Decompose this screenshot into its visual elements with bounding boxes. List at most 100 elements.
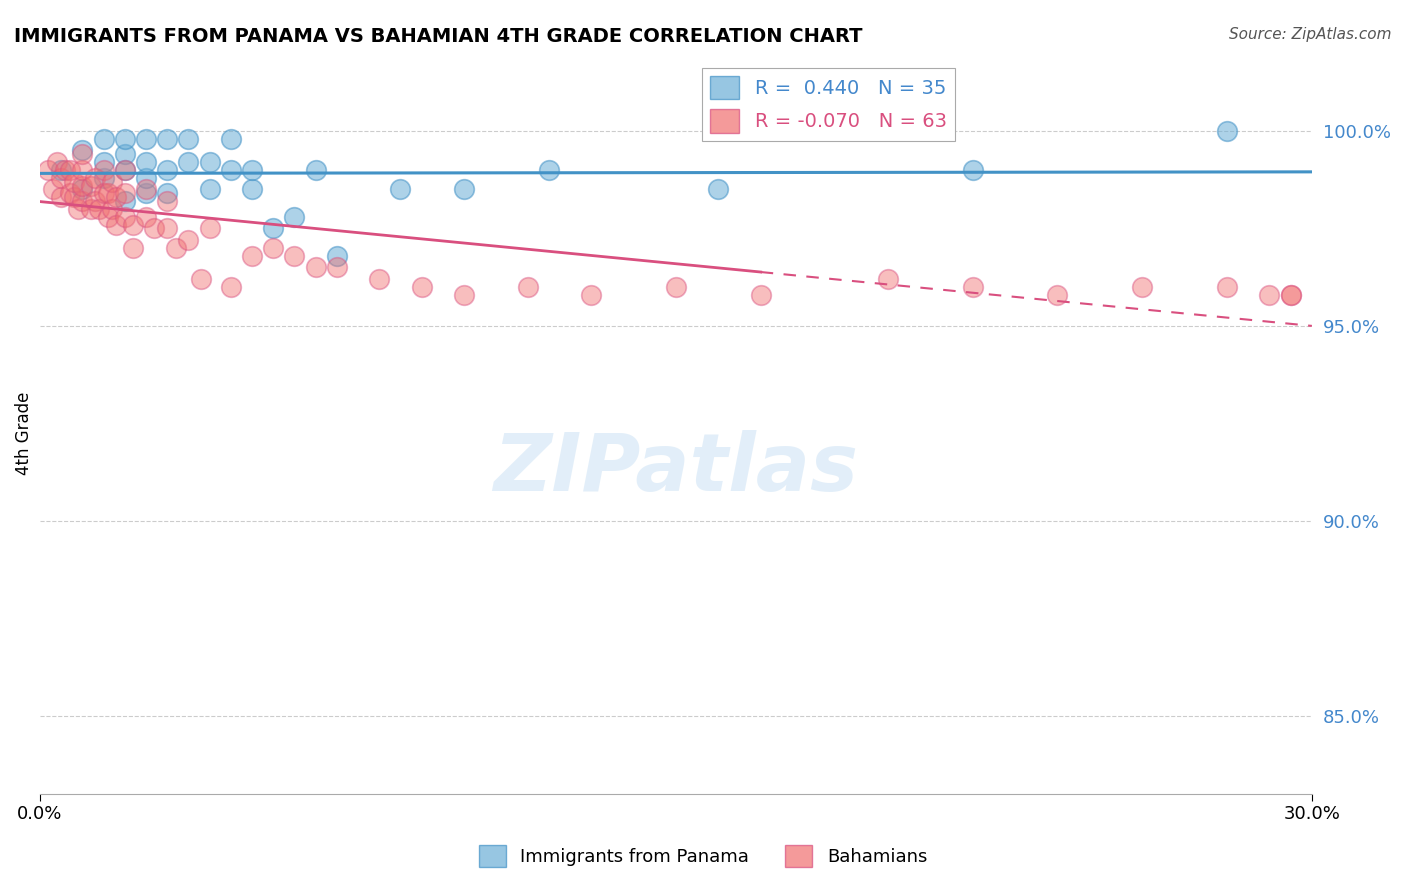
Point (283, 210, 305, 224)
Point (262, 221, 284, 235)
Point (156, 186, 179, 201)
Point (368, 272, 391, 286)
Point (177, 132, 200, 146)
Point (389, 182, 412, 196)
Point (156, 163, 179, 178)
Point (101, 175, 124, 189)
Point (240, 249, 263, 263)
Point (105, 218, 128, 232)
Point (114, 210, 136, 224)
Point (72, 178, 94, 193)
Point (198, 155, 221, 169)
Point (240, 182, 263, 196)
Point (72, 194, 94, 209)
Point (665, 280, 688, 294)
Point (80, 178, 103, 193)
Point (59, 163, 82, 178)
Point (93, 163, 115, 178)
Point (453, 287, 475, 301)
Point (579, 287, 602, 301)
Point (114, 163, 136, 178)
Point (156, 194, 179, 209)
Point (962, 280, 984, 294)
Point (262, 241, 284, 255)
Point (122, 241, 145, 255)
Point (72, 182, 94, 196)
Legend: R =  0.440   N = 35, R = -0.070   N = 63: R = 0.440 N = 35, R = -0.070 N = 63 (703, 68, 955, 141)
Legend: Immigrants from Panama, Bahamians: Immigrants from Panama, Bahamians (471, 838, 935, 874)
Point (177, 233, 200, 247)
Point (49, 170, 72, 185)
Text: IMMIGRANTS FROM PANAMA VS BAHAMIAN 4TH GRADE CORRELATION CHART: IMMIGRANTS FROM PANAMA VS BAHAMIAN 4TH G… (14, 27, 862, 45)
Point (135, 155, 157, 169)
Point (219, 132, 242, 146)
Point (1216, 124, 1239, 138)
Point (325, 249, 347, 263)
Point (1046, 287, 1069, 301)
Point (219, 163, 242, 178)
Point (135, 182, 157, 196)
Point (304, 163, 326, 178)
Point (165, 241, 187, 255)
Point (135, 170, 157, 185)
Point (114, 186, 136, 201)
Point (177, 155, 200, 169)
Point (1258, 287, 1281, 301)
Point (49, 190, 72, 204)
Text: Source: ZipAtlas.com: Source: ZipAtlas.com (1229, 27, 1392, 42)
Point (105, 190, 128, 204)
Point (45, 155, 67, 169)
Point (93, 132, 115, 146)
Point (114, 147, 136, 161)
Point (101, 202, 124, 216)
Point (1130, 280, 1153, 294)
Point (55, 163, 77, 178)
Point (877, 272, 900, 286)
Point (97, 210, 120, 224)
Point (114, 132, 136, 146)
Point (240, 163, 263, 178)
Point (143, 221, 166, 235)
Point (89, 202, 111, 216)
Point (122, 218, 145, 232)
Point (1279, 287, 1302, 301)
Point (135, 186, 157, 201)
Point (93, 186, 115, 201)
Point (707, 182, 730, 196)
Point (93, 155, 115, 169)
Point (93, 170, 115, 185)
Point (114, 163, 136, 178)
Point (198, 221, 221, 235)
Point (41, 182, 63, 196)
Point (283, 249, 305, 263)
Point (37, 163, 59, 178)
Point (304, 260, 326, 275)
Point (537, 163, 560, 178)
Point (749, 287, 772, 301)
Point (114, 194, 136, 209)
Y-axis label: 4th Grade: 4th Grade (15, 392, 32, 475)
Point (325, 260, 347, 275)
Point (198, 182, 221, 196)
Point (80, 202, 103, 216)
Point (63, 190, 86, 204)
Point (1279, 287, 1302, 301)
Point (72, 163, 94, 178)
Point (72, 144, 94, 158)
Point (135, 210, 157, 224)
Point (156, 221, 179, 235)
Text: ZIPatlas: ZIPatlas (494, 430, 859, 508)
Point (135, 132, 157, 146)
Point (84, 170, 107, 185)
Point (156, 132, 179, 146)
Point (63, 175, 86, 189)
Point (97, 186, 120, 201)
Point (190, 272, 212, 286)
Point (411, 280, 433, 294)
Point (453, 182, 475, 196)
Point (67, 202, 90, 216)
Point (59, 186, 82, 201)
Point (516, 280, 538, 294)
Point (49, 163, 72, 178)
Point (962, 163, 984, 178)
